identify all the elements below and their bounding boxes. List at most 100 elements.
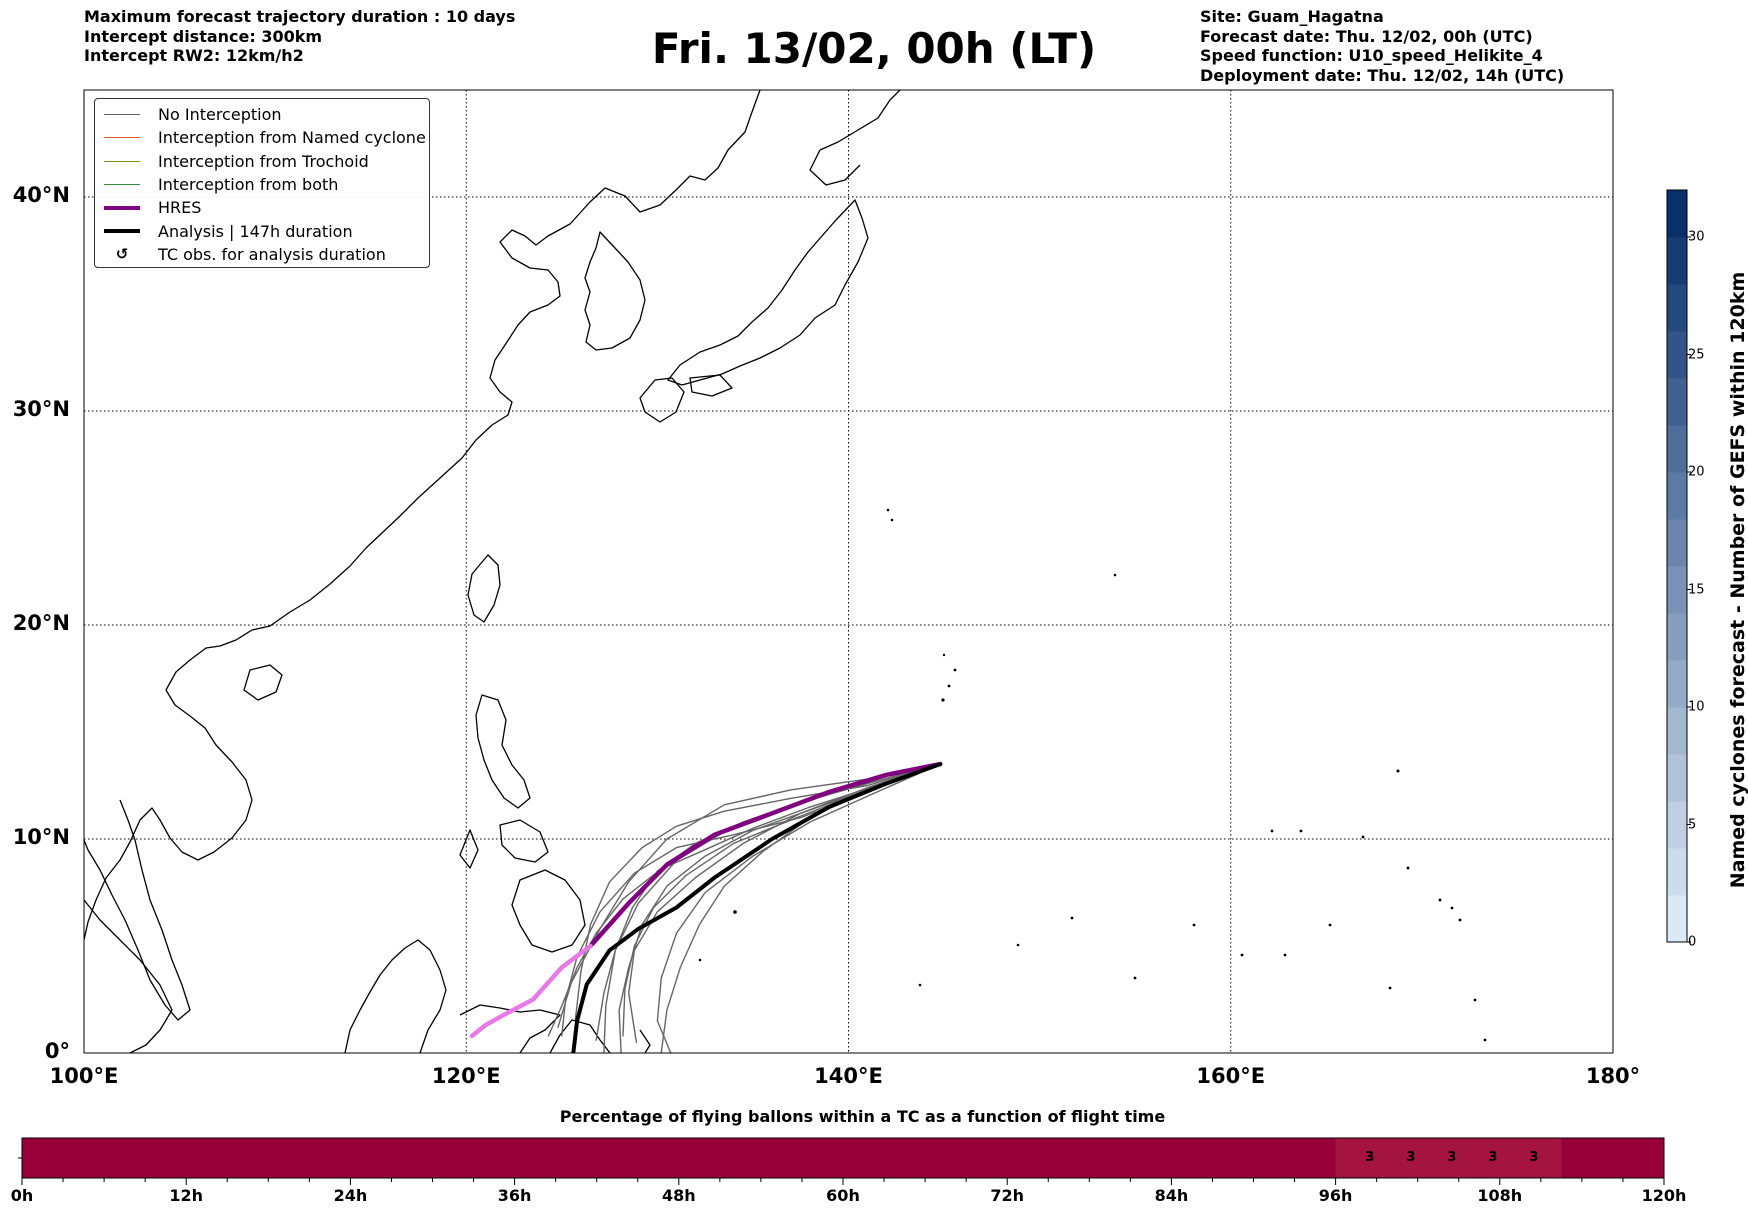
legend-line-swatch — [104, 160, 140, 162]
site-text: Site: Guam_Hagatna — [1200, 7, 1384, 26]
lon-tick-label: 160°E — [1196, 1064, 1266, 1088]
colorbar-level — [1667, 801, 1687, 849]
coastline-korea — [584, 231, 646, 351]
colorbar-level — [1667, 613, 1687, 661]
coastline-halmahera — [639, 1029, 651, 1053]
coastline-mainland — [84, 90, 761, 941]
time-tick-label: 24h — [333, 1186, 368, 1205]
legend-item: Analysis | 147h duration — [95, 220, 353, 243]
time-tick-label: 48h — [661, 1186, 696, 1205]
run-info-right: Site: Guam_Hagatna Forecast date: Thu. 1… — [1200, 7, 1564, 85]
time-tick-label: 36h — [497, 1186, 532, 1205]
legend-item: Interception from Named cyclone — [95, 126, 426, 149]
colorbar-level — [1667, 754, 1687, 802]
small-islands — [698, 508, 1487, 1042]
percentage-cell-value: 3 — [1488, 1150, 1498, 1165]
lat-tick-label: 40°N — [12, 183, 70, 207]
ensemble-track — [656, 763, 941, 1053]
colorbar-level — [1667, 566, 1687, 614]
coastline-malay-peninsula — [84, 799, 191, 1021]
coastline-borneo — [344, 939, 447, 1053]
lat-tick-label: 10°N — [12, 825, 70, 849]
time-tick-label: 84h — [1154, 1186, 1189, 1205]
legend-label: No Interception — [158, 105, 282, 124]
hres-track — [588, 761, 943, 949]
legend-label: Analysis | 147h duration — [158, 221, 353, 241]
colorbar-frame — [1666, 189, 1688, 943]
colorbar-level — [1667, 472, 1687, 520]
legend-label: TC obs. for analysis duration — [158, 244, 386, 264]
time-tick-label: 0h — [10, 1186, 34, 1205]
colorbar-level — [1667, 190, 1687, 238]
percentage-bar-title: Percentage of flying ballons within a TC… — [559, 1107, 1166, 1126]
trajectories — [469, 761, 943, 1053]
legend-item: Interception from Trochoid — [95, 150, 369, 173]
legend-line-swatch — [104, 183, 140, 185]
percentage-cell-value: 3 — [1365, 1150, 1375, 1165]
page-title: Fri. 13/02, 00h (LT) — [651, 24, 1097, 73]
legend-line-swatch — [104, 229, 140, 233]
percentage-cell-value: 3 — [1447, 1150, 1457, 1165]
colorbar-level — [1667, 519, 1687, 567]
colorbar-level — [1667, 895, 1687, 943]
percentage-cell-value: 3 — [1529, 1150, 1539, 1165]
colorbar-tick-label: 0 — [1688, 934, 1697, 950]
colorbar-tick-label: 15 — [1688, 582, 1705, 597]
colorbar-label: Named cyclones forecast - Number of GEFS… — [1727, 271, 1748, 889]
lat-tick-label: 0° — [44, 1039, 70, 1063]
coastline-hainan — [243, 664, 283, 701]
colorbar-tick-label: 20 — [1688, 464, 1705, 480]
colorbar-tick-label: 5 — [1688, 817, 1697, 832]
intercept-distance-text: Intercept distance: 300km — [84, 26, 323, 46]
time-tick-label: 96h — [1318, 1186, 1353, 1205]
colorbar-level — [1667, 707, 1687, 755]
forecast-date-text: Forecast date: Thu. 12/02, 00h (UTC) — [1200, 26, 1533, 46]
coastline-japan-kyushu — [639, 377, 685, 423]
percentage-cell-value: 3 — [1406, 1150, 1416, 1165]
coastline-japan-honshu — [667, 199, 869, 386]
colorbar-level — [1667, 378, 1687, 426]
colorbar-level — [1667, 660, 1687, 708]
analysis-track — [571, 762, 943, 1053]
map-frame — [83, 89, 1614, 1054]
time-tick-label: 108h — [1477, 1186, 1523, 1205]
colorbar-tick-label: 30 — [1688, 229, 1705, 245]
legend-item: No Interception — [95, 103, 282, 126]
legend-item: ↺ TC obs. for analysis duration — [95, 243, 386, 266]
gridlines — [84, 90, 1613, 1053]
time-tick-label: 12h — [169, 1186, 204, 1205]
colorbar-level — [1667, 237, 1687, 285]
deployment-date-text: Deployment date: Thu. 12/02, 14h (UTC) — [1200, 65, 1565, 85]
legend-label: Interception from Named cyclone — [158, 128, 426, 148]
ensemble-track — [618, 763, 941, 1053]
legend-item: HRES — [95, 196, 201, 219]
legend-label: Interception from both — [158, 174, 339, 194]
speed-function-text: Speed function: U10_speed_Helikite_4 — [1200, 46, 1543, 65]
coastlines — [84, 90, 901, 1053]
run-info-left: Maximum forecast trajectory duration : 1… — [84, 7, 515, 66]
coastline-sulawesi — [459, 1004, 611, 1053]
colorbar-tick-label: 10 — [1688, 699, 1705, 715]
legend-label: Interception from Trochoid — [158, 151, 369, 171]
legend-label: HRES — [158, 198, 202, 218]
percentage-bar — [18, 1137, 1665, 1185]
time-tick-label: 120h — [1641, 1186, 1687, 1205]
colorbar-level — [1667, 848, 1687, 896]
lat-tick-label: 30°N — [12, 397, 70, 421]
coastline-gulf-of-thailand — [84, 899, 173, 1053]
lon-tick-label: 140°E — [814, 1064, 883, 1088]
time-tick-label: 60h — [826, 1186, 860, 1205]
coastline-japan-hokkaido — [809, 90, 901, 186]
percentage-bar-highlight — [1335, 1138, 1562, 1178]
coastline-luzon — [475, 694, 531, 809]
lon-tick-label: 120°E — [431, 1064, 501, 1088]
lat-tick-label: 20°N — [12, 611, 70, 635]
max-duration-text: Maximum forecast trajectory duration : 1… — [84, 7, 516, 26]
colorbar-level — [1667, 425, 1687, 473]
coastline-taiwan — [467, 554, 501, 623]
coastline-visayas — [459, 819, 549, 869]
colorbar-level — [1667, 331, 1687, 379]
lon-tick-label: 100°E — [49, 1064, 119, 1088]
intercept-rw2-text: Intercept RW2: 12km/h2 — [84, 46, 304, 65]
legend-line-swatch — [104, 205, 140, 210]
